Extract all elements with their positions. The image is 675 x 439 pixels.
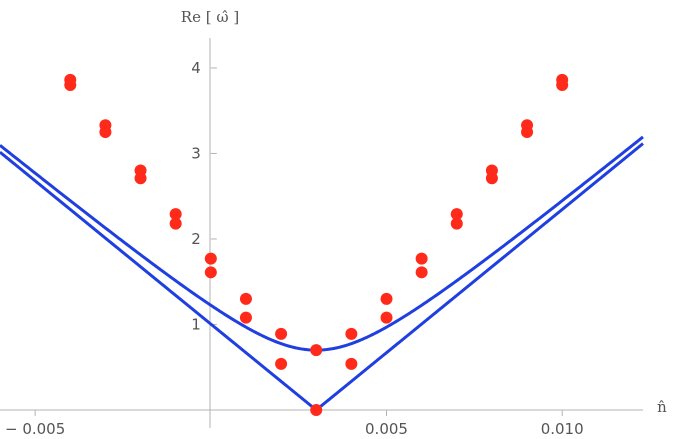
upper-data-point [169, 208, 182, 221]
upper-data-point [239, 292, 252, 305]
upper-data-point [134, 164, 147, 177]
lower-data-point [380, 311, 393, 324]
axes [0, 38, 643, 428]
lower-data-point [345, 357, 358, 370]
lower-data-point [204, 266, 217, 279]
lower-data-point [450, 217, 463, 230]
upper-data-point [204, 252, 217, 265]
x-tick-label: − 0.005 [5, 420, 65, 438]
curves [0, 135, 644, 412]
x-tick-label: 0.005 [365, 420, 408, 438]
lower-data-point [275, 357, 288, 370]
ticks: − 0.005 0.005 0.010 1 2 3 4 [5, 59, 584, 438]
upper-curve [0, 135, 644, 352]
upper-data-point [521, 119, 534, 132]
upper-data-point [99, 119, 112, 132]
upper-data-point [556, 73, 569, 86]
upper-data-point [450, 208, 463, 221]
upper-data-point [485, 164, 498, 177]
x-axis-label: n̂ [657, 398, 667, 416]
upper-data-point [310, 344, 323, 357]
lower-data-point [169, 217, 182, 230]
lower-data-point [415, 266, 428, 279]
y-axis-label: Re [ ω̂ ] [181, 8, 239, 26]
x-tick-label: 0.010 [541, 420, 584, 438]
lower-data-point [310, 404, 323, 416]
upper-data-point [345, 327, 358, 340]
y-tick-label: 3 [191, 144, 201, 162]
lower-data-point [239, 311, 252, 324]
upper-data-point [275, 327, 288, 340]
y-tick-label: 1 [191, 315, 201, 333]
y-tick-label: 4 [191, 59, 201, 77]
upper-data-point [380, 292, 393, 305]
upper-data-point [415, 252, 428, 265]
y-tick-label: 2 [191, 230, 201, 248]
points [64, 73, 569, 416]
upper-data-point [64, 73, 77, 86]
lower-curve [0, 142, 644, 412]
